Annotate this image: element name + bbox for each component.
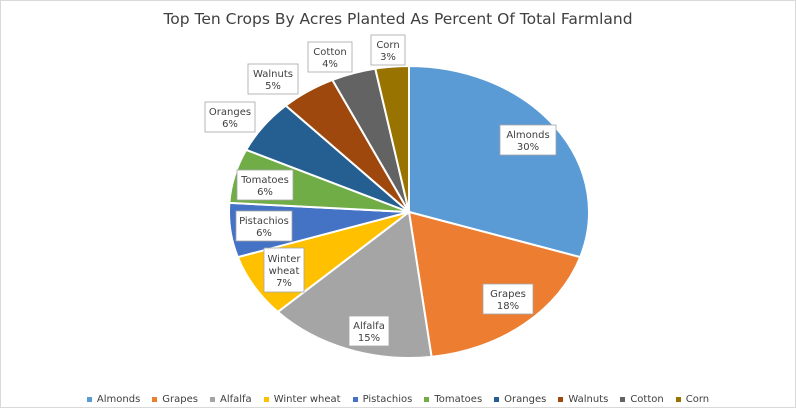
legend-item-alfalfa: Alfalfa bbox=[209, 394, 252, 405]
legend-item-winter-wheat: Winter wheat bbox=[263, 394, 341, 405]
legend-item-pistachios: Pistachios bbox=[352, 394, 413, 405]
data-label-name: wheat bbox=[269, 266, 300, 277]
legend-swatch bbox=[263, 397, 269, 402]
legend-swatch bbox=[558, 397, 564, 402]
legend-swatch bbox=[620, 397, 626, 402]
legend-label: Corn bbox=[685, 394, 710, 405]
legend-label: Grapes bbox=[162, 394, 198, 405]
data-label-name: Cotton bbox=[313, 47, 346, 58]
data-label-name: Corn bbox=[376, 40, 399, 51]
legend-label: Winter wheat bbox=[273, 394, 341, 405]
pie-slice-corn bbox=[374, 64, 410, 213]
data-label-value: 6% bbox=[257, 187, 273, 198]
legend-swatch bbox=[675, 397, 681, 402]
data-label-value: 5% bbox=[265, 81, 281, 92]
data-label-value: 15% bbox=[358, 333, 380, 344]
chart-title: Top Ten Crops By Acres Planted As Percen… bbox=[163, 10, 633, 28]
legend-swatch bbox=[424, 397, 430, 402]
legend-label: Cotton bbox=[630, 394, 664, 405]
legend-item-tomatoes: Tomatoes bbox=[424, 394, 482, 405]
data-label-value: 6% bbox=[222, 119, 238, 130]
legend-label: Oranges bbox=[504, 394, 547, 405]
legend-label: Tomatoes bbox=[434, 394, 483, 405]
data-label-value: 7% bbox=[276, 278, 292, 289]
data-label-name: Almonds bbox=[506, 130, 549, 141]
data-label-name: Winter bbox=[268, 254, 302, 265]
data-label-name: Oranges bbox=[209, 107, 251, 118]
legend-swatch bbox=[352, 397, 358, 402]
data-label-name: Tomatoes bbox=[240, 175, 289, 186]
legend-label: Almonds bbox=[96, 394, 141, 405]
legend-label: Pistachios bbox=[362, 394, 413, 405]
legend-swatch bbox=[494, 397, 500, 402]
legend-item-grapes: Grapes bbox=[152, 394, 198, 405]
data-label-value: 30% bbox=[517, 142, 539, 153]
legend-item-cotton: Cotton bbox=[620, 394, 664, 405]
legend-item-oranges: Oranges bbox=[494, 394, 546, 405]
data-label-value: 4% bbox=[322, 59, 338, 70]
legend-label: Walnuts bbox=[568, 394, 609, 405]
pie-slice-alfalfa bbox=[276, 210, 433, 359]
data-label-value: 3% bbox=[380, 52, 396, 63]
legend-swatch bbox=[152, 397, 158, 402]
legend-swatch bbox=[86, 397, 92, 402]
data-label-name: Walnuts bbox=[253, 69, 293, 80]
legend-swatch bbox=[209, 397, 215, 402]
legend-item-walnuts: Walnuts bbox=[558, 394, 608, 405]
legend-item-corn: Corn bbox=[675, 394, 710, 405]
legend-label: Alfalfa bbox=[219, 394, 252, 405]
chart-legend: Almonds Grapes Alfalfa Winter wheat Pistachi… bbox=[0, 394, 796, 405]
legend-item-almonds: Almonds bbox=[86, 394, 141, 405]
data-label-name: Grapes bbox=[490, 289, 526, 300]
data-label-value: 6% bbox=[256, 228, 272, 239]
data-label-name: Alfalfa bbox=[353, 321, 385, 332]
data-label-name: Pistachios bbox=[239, 216, 289, 227]
data-label-value: 18% bbox=[497, 301, 519, 312]
